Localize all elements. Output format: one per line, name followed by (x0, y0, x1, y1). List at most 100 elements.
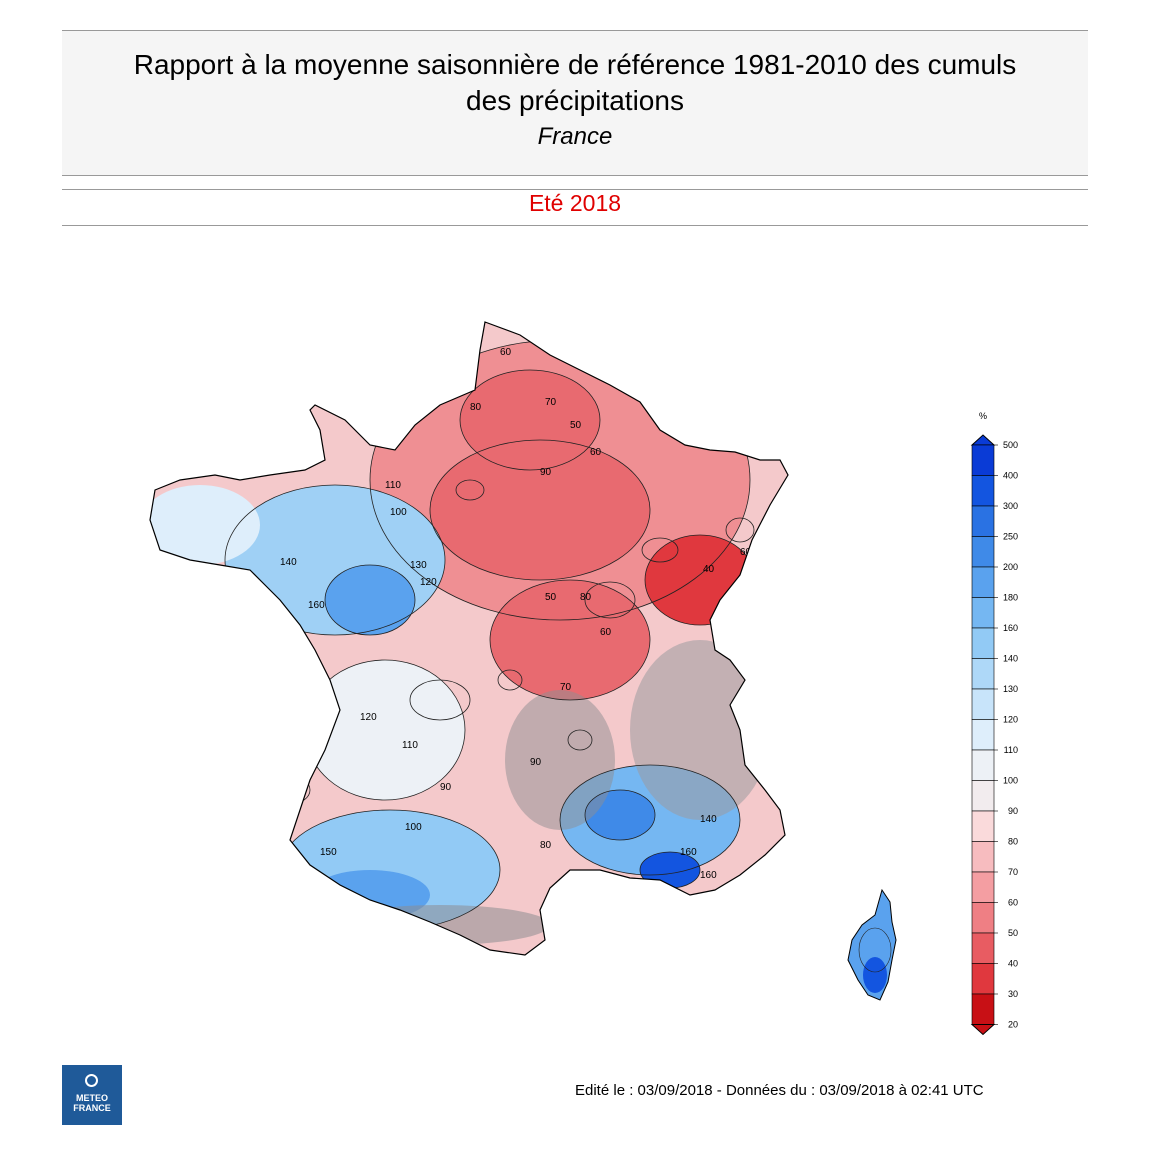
deficit-zone-nord (460, 370, 600, 470)
contour-label: 140 (300, 872, 317, 883)
legend-swatch (971, 475, 995, 507)
title-line-2: des précipitations (466, 85, 684, 116)
contour-label: 70 (545, 397, 557, 408)
legend-swatch (971, 627, 995, 659)
legend-swatch (971, 932, 995, 964)
neutral-zone-center-west (305, 660, 465, 800)
legend-max-arrow (970, 434, 996, 446)
contour-label: 150 (320, 847, 337, 858)
contour-label: 60 (600, 627, 612, 638)
legend-swatch (971, 719, 995, 751)
contour-label: 80 (540, 840, 552, 851)
contour-label: 160 (700, 870, 717, 881)
relief-pyrenees (330, 905, 550, 945)
legend-tick-label: 300 (1003, 501, 1018, 511)
surplus-zone-loire (325, 565, 415, 635)
legend-swatch (971, 444, 995, 476)
contour-label: 80 (580, 592, 592, 603)
contour-label: 40 (703, 564, 715, 575)
contour-label: 70 (560, 682, 572, 693)
contour-label: 60 (590, 447, 602, 458)
deficit-zone-center (490, 580, 650, 700)
legend-tick-label: 70 (1008, 867, 1018, 877)
contour-label: 50 (545, 592, 557, 603)
legend-tick-label: 500 (1003, 440, 1018, 450)
contour-label: 100 (405, 822, 422, 833)
contour-label: 60 (500, 347, 512, 358)
contour-label: 60 (740, 547, 752, 558)
legend-swatch (971, 658, 995, 690)
contour-label: 100 (560, 882, 577, 893)
legend-tick-label: 80 (1008, 837, 1018, 847)
legend-tick-label: 140 (1003, 654, 1018, 664)
legend-swatch (971, 566, 995, 598)
contour-label: 110 (402, 740, 418, 751)
legend-tick-label: 20 (1008, 1020, 1018, 1030)
legend-tick-label: 40 (1008, 959, 1018, 969)
deficit-zone-east (645, 535, 755, 625)
legend-tick-label: 110 (1004, 745, 1018, 755)
season-label: Eté 2018 (528, 190, 622, 216)
contour-label: 90 (530, 757, 542, 768)
legend-tick-label: 180 (1003, 593, 1018, 603)
edition-footer: Edité le : 03/09/2018 - Données du : 03/… (575, 1082, 984, 1099)
legend-tick-label: 250 (1003, 532, 1018, 542)
contour-label: 110 (385, 480, 401, 491)
contour-label: 140 (280, 557, 297, 568)
legend-swatch (971, 963, 995, 995)
legend-unit: % (979, 411, 988, 421)
rainfall-ratio-field: 60 80 70 50 60 90 110 100 140 160 130 12… (150, 322, 788, 955)
contour-label: 130 (410, 560, 427, 571)
relief-massif-central (505, 690, 615, 830)
legend-tick-label: 400 (1003, 471, 1018, 481)
legend-swatch (971, 902, 995, 934)
corsica-surplus-zone (863, 957, 887, 993)
map-title: Rapport à la moyenne saisonnière de réfé… (62, 47, 1088, 119)
contour-label: 160 (680, 847, 697, 858)
legend-tick-label: 160 (1003, 623, 1018, 633)
logo-line-1: METEO (75, 1093, 108, 1103)
legend-tick-label: 50 (1008, 928, 1018, 938)
contour-label: 50 (570, 420, 582, 431)
legend-colorbar: 500 400 300 250 200 180 160 140 130 120 110 100 90 80… (970, 434, 1018, 1036)
legend-swatch (971, 749, 995, 781)
relief-alps (630, 640, 770, 820)
legend-swatch (971, 871, 995, 903)
contour-label: 160 (308, 600, 325, 611)
legend-swatch (971, 505, 995, 537)
contour-label: 90 (440, 782, 452, 793)
logo-emblem-icon (85, 1074, 98, 1087)
legend-swatch (971, 536, 995, 568)
contour-label: 100 (390, 507, 407, 518)
strong-deficit-zone (430, 440, 650, 580)
logo-line-2: FRANCE (73, 1103, 111, 1113)
legend-swatch (971, 597, 995, 629)
corsica-contour (858, 927, 892, 973)
precipitation-map: 60 80 70 50 60 90 110 100 140 160 130 12… (140, 310, 940, 1030)
legend-swatch (971, 993, 995, 1025)
surplus-zone-provence (640, 852, 700, 888)
legend-swatch (971, 688, 995, 720)
legend-swatch (971, 780, 995, 812)
legend-tick-label: 200 (1003, 562, 1018, 572)
title-line-1: Rapport à la moyenne saisonnière de réfé… (133, 49, 1017, 80)
legend-tick-label: 30 (1008, 989, 1018, 999)
contour-label: 90 (540, 467, 552, 478)
divider-top (62, 189, 1088, 190)
france-map-svg: 60 80 70 50 60 90 110 100 140 160 130 12… (149, 321, 897, 1001)
color-legend: 500 400 300 250 200 180 160 140 130 120 110 100 90 80… (960, 410, 1050, 1040)
legend-tick-label: 130 (1003, 684, 1018, 694)
legend-min-arrow (970, 1024, 996, 1036)
contour-label: 120 (420, 577, 437, 588)
legend-tick-label: 90 (1008, 806, 1018, 816)
header-panel: Rapport à la moyenne saisonnière de réfé… (62, 30, 1088, 176)
contour-label: 80 (470, 402, 482, 413)
meteo-france-logo: METEO FRANCE (62, 1065, 122, 1125)
legend-swatch (971, 841, 995, 873)
divider-bottom (62, 225, 1088, 226)
map-subtitle: France (537, 123, 613, 150)
legend-tick-label: 60 (1008, 898, 1018, 908)
bretagne-zone (150, 485, 260, 565)
contour-label: 140 (700, 814, 717, 825)
contour-label: 120 (360, 712, 377, 723)
